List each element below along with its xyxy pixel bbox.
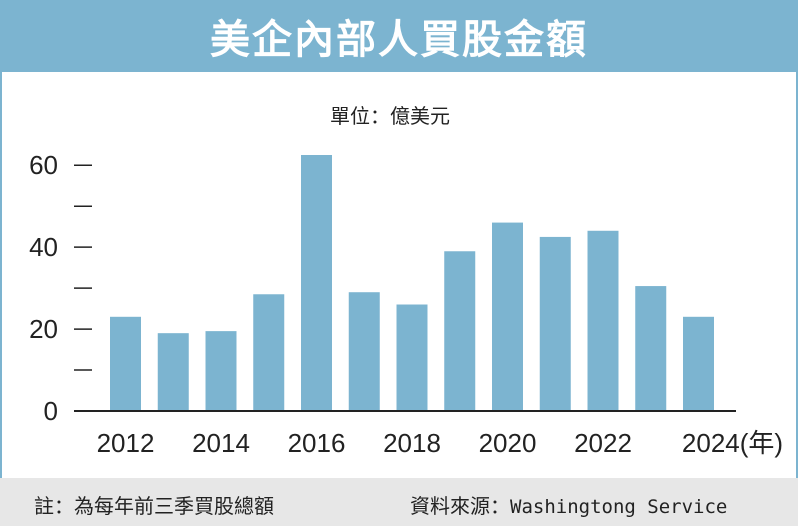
- bar: [444, 251, 476, 411]
- bar: [205, 331, 237, 411]
- bar: [348, 292, 380, 411]
- bar: [635, 286, 667, 411]
- footer: 註：為每年前三季買股總額 資料來源：Washingtong Service: [0, 478, 798, 526]
- source-credit: 資料來源：Washingtong Service: [410, 490, 727, 519]
- bar: [587, 230, 619, 411]
- bar: [396, 304, 428, 411]
- x-tick-label: 2018: [383, 428, 441, 458]
- bar-chart: 0 20 40 60 2012 2014 2016 2018 2020 2022 2024(年): [29, 150, 783, 458]
- footnote: 註：為每年前三季買股總額: [34, 494, 274, 518]
- source-label: 資料來源：: [410, 494, 510, 518]
- unit-label: 單位：億美元: [330, 104, 450, 128]
- x-tick-label: 2022: [574, 428, 632, 458]
- bar: [683, 316, 714, 411]
- x-tick-label: 2012: [97, 428, 155, 458]
- chart-header: 美企內部人買股金額: [0, 0, 798, 72]
- source-name: Washingtong Service: [510, 496, 728, 518]
- y-tick-label: 0: [44, 396, 58, 426]
- bar: [539, 236, 571, 411]
- bar: [492, 222, 523, 411]
- bar: [110, 316, 141, 411]
- y-tick-label: 60: [29, 150, 58, 180]
- bar: [157, 333, 189, 411]
- chart-title: 美企內部人買股金額: [210, 17, 588, 63]
- y-tick-label: 40: [29, 232, 58, 262]
- bar: [253, 294, 285, 411]
- x-tick-label: 2020: [479, 428, 537, 458]
- bar: [301, 155, 332, 411]
- x-tick-label: 2024(年): [682, 428, 783, 458]
- x-tick-label: 2014: [192, 428, 250, 458]
- y-tick-label: 20: [29, 314, 58, 344]
- x-tick-label: 2016: [288, 428, 346, 458]
